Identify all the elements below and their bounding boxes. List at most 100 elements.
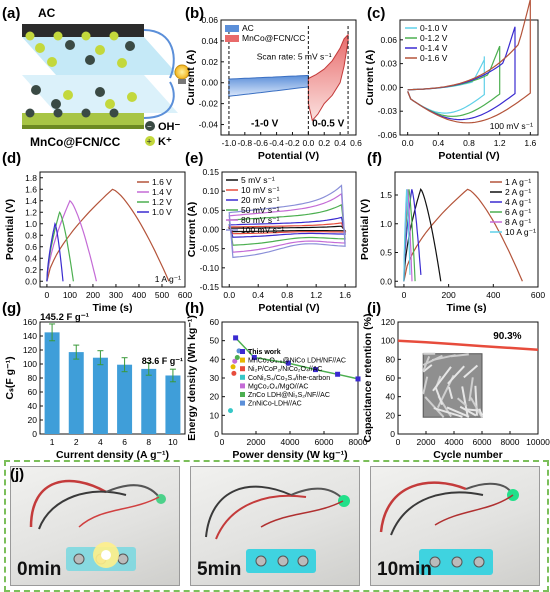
x-axis-label: Time (s) (92, 302, 132, 314)
chart-b: (b) -1.0 -0.8 -0.6 -0.4 -0.2 0.0 0.2 0.4 0.6 -0.04… (185, 5, 362, 162)
adsorbed-ion-icon (53, 31, 63, 41)
ac-label: AC (38, 6, 56, 20)
y-tick-label: 120 (23, 345, 37, 355)
led-icon (156, 494, 166, 504)
series-loop (228, 184, 346, 259)
series-line-this-work (235, 337, 359, 380)
chart-h: (h) 0 2000 4000 6000 8000 0 10 20 30 40 50 60 Power d… (185, 300, 368, 460)
adsorbed-ion-icon (81, 31, 91, 41)
chart-f: (f) 0 200 400 600 0.0 0.5 1.0 1.5 Time (s) Potenti… (359, 150, 545, 314)
panel-label-d: (d) (2, 150, 21, 167)
bar-value-label: 145.2 F g⁻¹ (40, 312, 89, 323)
x-axis-label: Power density (W kg⁻¹) (232, 449, 347, 460)
x-tick-label: 0.0 (223, 290, 235, 300)
y-axis-label: Potential (V) (4, 199, 16, 260)
legend-label: 1.2 V (152, 197, 172, 207)
panel-label-i: (i) (367, 300, 381, 317)
data-point (355, 376, 361, 382)
y-tick-label: 1.5 (380, 190, 392, 200)
legend-label: 10 A g⁻¹ (505, 227, 536, 237)
series-line (403, 188, 523, 282)
adsorbed-ion-icon (25, 108, 35, 118)
reference-point (231, 370, 237, 376)
x-tick-label: 0 (402, 290, 407, 300)
sem-fiber (463, 364, 479, 379)
legend-label: 100 mV s⁻¹ (241, 225, 284, 235)
x-tick-label: 200 (86, 290, 100, 300)
x-axis-label: Potential (V) (438, 150, 499, 162)
x-tick-label: 1.6 (524, 138, 536, 148)
svg-text:−: − (147, 122, 152, 131)
legend-label: 4 A g⁻¹ (505, 197, 531, 207)
data-point (251, 354, 257, 360)
legend-label: 0-1.4 V (420, 43, 448, 53)
sem-fiber (424, 396, 445, 418)
x-axis-label: Potential (V) (258, 302, 319, 314)
y-tick-label: 0.04 (201, 36, 218, 46)
x-tick-label: 500 (155, 290, 169, 300)
legend-label: MnCo@FCN/CC (242, 33, 305, 43)
retention-annotation: 90.3% (493, 331, 521, 342)
k-ion-legend-icon (145, 136, 155, 146)
series-line (403, 189, 411, 282)
oh-ion-icon (95, 87, 105, 97)
chart-g: (g) 0 20 40 60 80 100 120 140 160 Current density … (2, 300, 186, 460)
panel-label-f: (f) (367, 150, 382, 167)
photo-10min: 10min (370, 466, 540, 586)
legend-label: MnCo₂O₄.₅@NiCo LDH/NF//AC (248, 358, 346, 365)
x-tick-label: 2000 (247, 437, 266, 447)
legend-label: 1.4 V (152, 187, 172, 197)
k-ion-label: K⁺ (158, 136, 172, 148)
x-tick-label: 0.8 (281, 290, 293, 300)
y-tick-label: 20 (210, 392, 220, 402)
x-tick-label: 0 (45, 290, 50, 300)
y-tick-label: 20 (28, 415, 38, 425)
y-tick-label: -0.15 (200, 282, 220, 292)
chart-i: (i) 0 2000 4000 6000 8000 10000 0 20 40 60 80 100 120… (362, 300, 550, 460)
x-tick-label: 1.2 (310, 290, 322, 300)
legend-label: 2 A g⁻¹ (505, 187, 531, 197)
y-tick-label: 0.6 (25, 242, 37, 252)
legend-label: 1.0 V (152, 207, 172, 217)
x-tick-label: 8000 (349, 437, 368, 447)
legend-label: 80 mV s⁻¹ (241, 215, 280, 225)
sem-fiber (478, 408, 483, 416)
y-tick-label: 40 (386, 392, 396, 402)
y-tick-label: 120 (381, 317, 395, 327)
x-tick-label: 400 (132, 290, 146, 300)
sem-fiber (446, 406, 470, 418)
y-tick-label: 0.06 (201, 15, 218, 25)
bar-value-label: 83.6 F g⁻¹ (142, 356, 183, 366)
adsorbed-ion-icon (109, 108, 119, 118)
x-tick-label: -0.4 (269, 138, 284, 148)
x-tick-label: 0 (396, 437, 401, 447)
y-tick-label: 30 (210, 373, 220, 383)
sem-fiber (432, 366, 452, 392)
y-axis-label: Current (A) (364, 50, 376, 105)
reference-point (230, 364, 236, 370)
legend-label: 1.6 V (152, 177, 172, 187)
x-tick-label: -0.2 (285, 138, 300, 148)
x-tick-label: 0.0 (302, 138, 314, 148)
sem-fiber (434, 387, 444, 405)
y-axis-label: Capacitance retention (%) (362, 314, 374, 443)
panel-label-a: (a) (2, 5, 20, 22)
y-tick-label: -0.05 (200, 244, 220, 254)
legend-label: MgCo₂O₄/MgO//AC (248, 383, 308, 390)
k-ion-icon (105, 99, 115, 109)
reference-point (234, 354, 240, 360)
legend-swatch (240, 374, 245, 380)
sem-fiber (456, 397, 468, 407)
sem-fiber (461, 386, 469, 418)
x-tick-label: -1.0 (222, 138, 237, 148)
x-tick-label: 300 (109, 290, 123, 300)
y-tick-label: 10 (210, 410, 220, 420)
y-tick-label: -0.02 (199, 99, 219, 109)
oh-ion-icon (125, 41, 135, 51)
data-point (285, 360, 291, 366)
y-tick-label: 0.5 (380, 248, 392, 258)
panel-label-b: (b) (185, 5, 204, 22)
x-tick-label: 1.2 (494, 138, 506, 148)
sem-fiber (469, 397, 483, 418)
scan-rate-annotation: Scan rate: 5 mV s⁻¹ (257, 52, 332, 62)
